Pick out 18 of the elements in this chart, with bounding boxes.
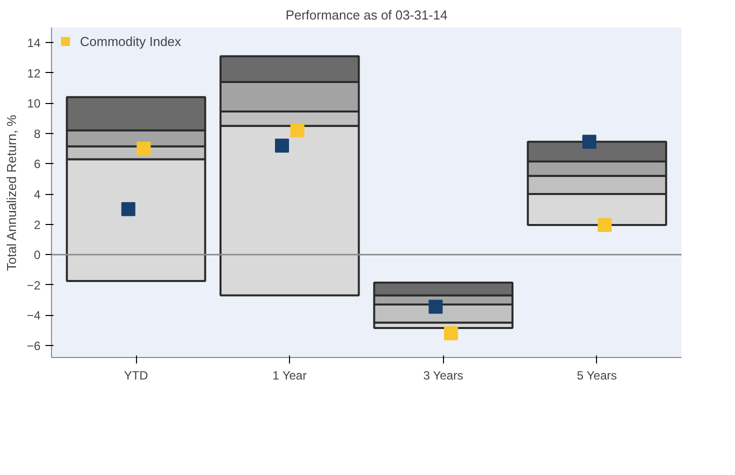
chart-title: Performance as of 03-31-14	[286, 8, 448, 22]
legend-label: Commodity Index	[80, 34, 182, 48]
x-tick-label: YTD	[124, 368, 148, 382]
y-tick-label: −6	[26, 338, 41, 353]
y-tick-label: 14	[27, 36, 41, 50]
x-tick-label: 3 Years	[423, 368, 464, 382]
y-tick-label: 0	[34, 248, 41, 262]
y-tick-label: 4	[34, 188, 41, 202]
y-tick-label: −4	[26, 308, 41, 323]
y-tick-label: 2	[34, 218, 41, 232]
y-tick-label: 8	[34, 126, 41, 141]
y-tick-label: 10	[27, 96, 41, 111]
y-tick-label: 12	[27, 66, 41, 80]
y-tick-label: −2	[26, 278, 41, 292]
x-tick-label: 1 Year	[272, 368, 307, 382]
x-tick-label: 5 Years	[576, 368, 617, 382]
y-axis-title: Total Annualized Return, %	[4, 114, 19, 271]
y-tick-label: 6	[34, 157, 41, 172]
